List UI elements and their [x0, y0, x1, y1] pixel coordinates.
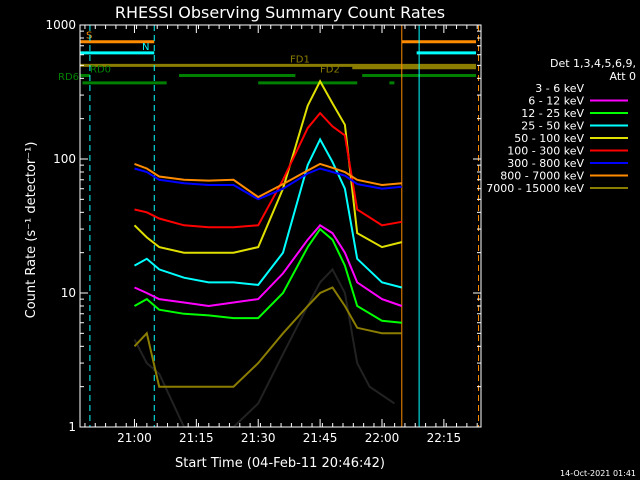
y-tick-label: 100 [53, 152, 76, 166]
legend-label-7: 800 - 7000 keV [500, 170, 584, 183]
series-line-6 [134, 167, 402, 201]
timestamp: 14-Oct-2021 01:41 [560, 469, 636, 478]
axes-layer: 1 10 100 1000 21:00 21:15 21:30 21:45 22:00 22:15 [45, 18, 481, 445]
legend-header-attenuator: Att 0 [610, 70, 636, 83]
legend-label-3: 25 - 50 keV [521, 120, 584, 133]
legend-label-4: 50 - 100 keV [514, 132, 584, 145]
legend-label-6: 300 - 800 keV [507, 157, 584, 170]
x-tick-label: 22:00 [365, 431, 400, 445]
flag-label-fd1: FD1 [290, 54, 310, 65]
x-tick-label: 21:15 [179, 431, 214, 445]
series-line-1 [134, 223, 403, 308]
flag-label-fd2: FD2 [320, 65, 340, 76]
y-axis-label: Count Rate (s⁻¹ detector⁻¹) [24, 142, 39, 319]
series-line-7 [134, 162, 402, 199]
series-line-8 [133, 286, 402, 388]
legend-label-0: 3 - 6 keV [535, 82, 584, 95]
flags-layer: S N FD1 FD2 RD0 RD6 [58, 31, 477, 85]
vlines-layer [89, 25, 480, 427]
legend-label-5: 100 - 300 keV [507, 145, 584, 158]
plot-frame [79, 24, 482, 428]
y-tick-label: 1000 [45, 18, 76, 32]
y-tick-label: 10 [61, 286, 76, 300]
chart-title: RHESSI Observing Summary Count Rates [115, 3, 445, 22]
series-line-0 [133, 267, 395, 428]
flag-label-n: N [142, 42, 149, 53]
x-tick-label: 21:00 [117, 431, 152, 445]
series-line-3 [134, 137, 403, 289]
legend-label-8: 7000 - 15000 keV [486, 182, 584, 195]
series-line-5 [134, 111, 402, 229]
flag-label-rd6: RD6 [58, 72, 79, 83]
plot-area: S N FD1 FD2 RD0 RD6 1 10 100 1000 21:00 21:15 21:30… [45, 18, 482, 445]
legend-label-2: 12 - 25 keV [521, 107, 584, 120]
x-axis-label: Start Time (04-Feb-11 20:46:42) [175, 456, 385, 471]
y-tick-label: 1 [68, 420, 76, 434]
legend-label-1: 6 - 12 keV [528, 95, 584, 108]
legend-header-detectors: Det 1,3,4,5,6,9, [550, 57, 636, 70]
series-line-2 [134, 227, 402, 324]
x-tick-label: 21:45 [303, 431, 338, 445]
flag-label-rd0: RD0 [90, 64, 111, 75]
series-layer [133, 79, 403, 428]
flag-label-s: S [86, 31, 92, 42]
x-tick-label: 22:15 [427, 431, 462, 445]
x-tick-label: 21:30 [241, 431, 276, 445]
